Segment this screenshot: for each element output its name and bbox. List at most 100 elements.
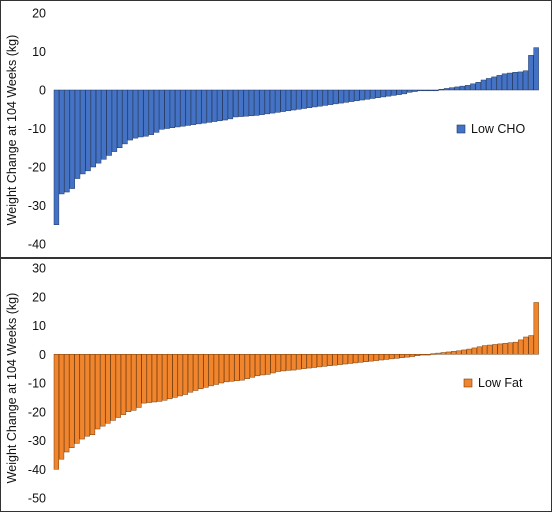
- panel-1-bars: [53, 47, 539, 225]
- panel-2-bar: [100, 354, 106, 427]
- panel-1-bar: [333, 89, 339, 105]
- panel-2-bar: [167, 354, 173, 400]
- panel-2-bar: [322, 354, 328, 367]
- panel-2-bar: [151, 354, 158, 403]
- panel-2-bar: [383, 354, 390, 360]
- panel-1-bar: [412, 89, 418, 92]
- panel-2-y-tick-label: 30: [32, 262, 46, 276]
- panel-1-bar: [95, 89, 102, 164]
- panel-1-bar: [190, 89, 197, 125]
- panel-2-bar: [451, 351, 457, 355]
- panel-1-bar: [206, 89, 213, 123]
- panel-2-bar: [533, 302, 539, 355]
- panel-1-bar: [85, 89, 91, 172]
- panel-2-bar: [378, 354, 385, 361]
- panel-1-bar: [475, 82, 481, 91]
- panel-1-bar: [143, 89, 149, 137]
- panel-1-bar: [517, 71, 524, 91]
- panel-1-bar: [501, 73, 508, 91]
- panel-2-bar: [162, 354, 168, 401]
- panel-2-bar: [84, 354, 90, 437]
- panel-1-bar: [227, 89, 234, 120]
- panel-2-bar: [156, 354, 163, 402]
- panel-1-bar: [196, 89, 202, 125]
- panel-2-bar: [353, 354, 359, 364]
- panel-2-bar: [461, 349, 467, 355]
- panel-2-bar: [177, 354, 183, 397]
- panel-2-y-tick-label: 20: [32, 290, 46, 304]
- panel-2-bar: [249, 354, 256, 378]
- panel-1-bar: [417, 89, 423, 92]
- panel-2-bar: [120, 354, 127, 415]
- panel-2-bar: [476, 346, 483, 355]
- panel-1-y-tick-label: -30: [28, 199, 46, 213]
- panel-2-bar: [456, 350, 462, 355]
- panel-1-bar: [338, 89, 344, 104]
- panel-2-bar: [466, 348, 472, 355]
- panel-1-bar: [370, 89, 376, 99]
- panel-1-bar: [217, 89, 223, 122]
- panel-1-bar: [354, 89, 360, 102]
- panel-2-bar: [203, 354, 209, 388]
- panel-2-bar: [481, 345, 488, 355]
- panel-1-y-ticks: 20 10 0 -10 -20 -30 -40: [28, 7, 46, 252]
- panel-1-bar: [111, 89, 118, 152]
- panel-2-y-tick-label: -40: [28, 463, 46, 477]
- panel-1-bar: [117, 89, 123, 148]
- panel-1-bar: [449, 87, 455, 91]
- panel-2-bar: [425, 354, 431, 356]
- panel-1-bar: [317, 89, 323, 107]
- panel-2-bar: [502, 343, 508, 355]
- panel-2-bar: [74, 354, 80, 444]
- panel-1-bar: [64, 89, 70, 193]
- panel-2-legend-swatch: [463, 378, 473, 388]
- panel-1-y-tick-label: 10: [32, 45, 46, 59]
- panel-2-y-tick-label: 10: [32, 319, 46, 333]
- panel-2-bar: [420, 354, 426, 356]
- panel-2-bar: [306, 354, 312, 369]
- panel-1-bar: [496, 75, 502, 91]
- panel-1-bar: [243, 89, 249, 117]
- panel-1-y-tick-label: 20: [32, 7, 46, 21]
- panel-1-bar: [385, 89, 392, 97]
- panel-1-bar: [164, 89, 170, 129]
- panel-1-bar: [80, 89, 86, 175]
- panel-1-bar: [285, 89, 292, 112]
- panel-2-bar: [115, 354, 121, 418]
- panel-1-y-axis-title: Weight Change at 104 Weeks (kg): [5, 35, 19, 226]
- panel-2-bar: [244, 354, 250, 379]
- panel-2-bar: [301, 354, 307, 369]
- panel-1-bar: [296, 89, 302, 110]
- panel-1-bar: [380, 89, 386, 98]
- panel-1-bar: [211, 89, 218, 122]
- panel-2-bar: [110, 354, 116, 421]
- panel-2-bar: [291, 354, 297, 371]
- panel-1-bar: [101, 89, 107, 160]
- panel-1-bar: [422, 89, 429, 92]
- panel-1-bar: [259, 89, 265, 115]
- panel-1-bar: [396, 89, 402, 95]
- panel-1-bar: [443, 88, 450, 91]
- panel-2-bar: [399, 354, 405, 358]
- panel-2-y-tick-label: -20: [28, 405, 46, 419]
- panel-2-bar: [285, 354, 292, 371]
- panel-2-bar: [69, 354, 75, 448]
- panel-2-bar: [507, 342, 514, 355]
- panel-1-bar: [359, 89, 365, 101]
- panel-1-legend-label: Low CHO: [471, 122, 525, 136]
- panel-2-bar: [414, 354, 421, 356]
- panel-2-bar: [89, 354, 96, 435]
- panel-2-bar: [193, 354, 199, 391]
- panel-2-bar: [337, 354, 343, 365]
- panel-2-bar: [389, 354, 395, 360]
- panel-1-bar: [122, 89, 128, 145]
- panel-2-bar: [234, 354, 240, 381]
- panel-2-bar: [229, 354, 235, 382]
- panel-1-bar: [280, 89, 286, 112]
- panel-2-bars: [53, 302, 539, 470]
- panel-1-legend-swatch: [456, 124, 466, 134]
- panel-2-legend-label: Low Fat: [478, 376, 523, 390]
- panel-1-bar: [264, 89, 270, 115]
- panel-1-y-tick-label: -40: [28, 238, 46, 252]
